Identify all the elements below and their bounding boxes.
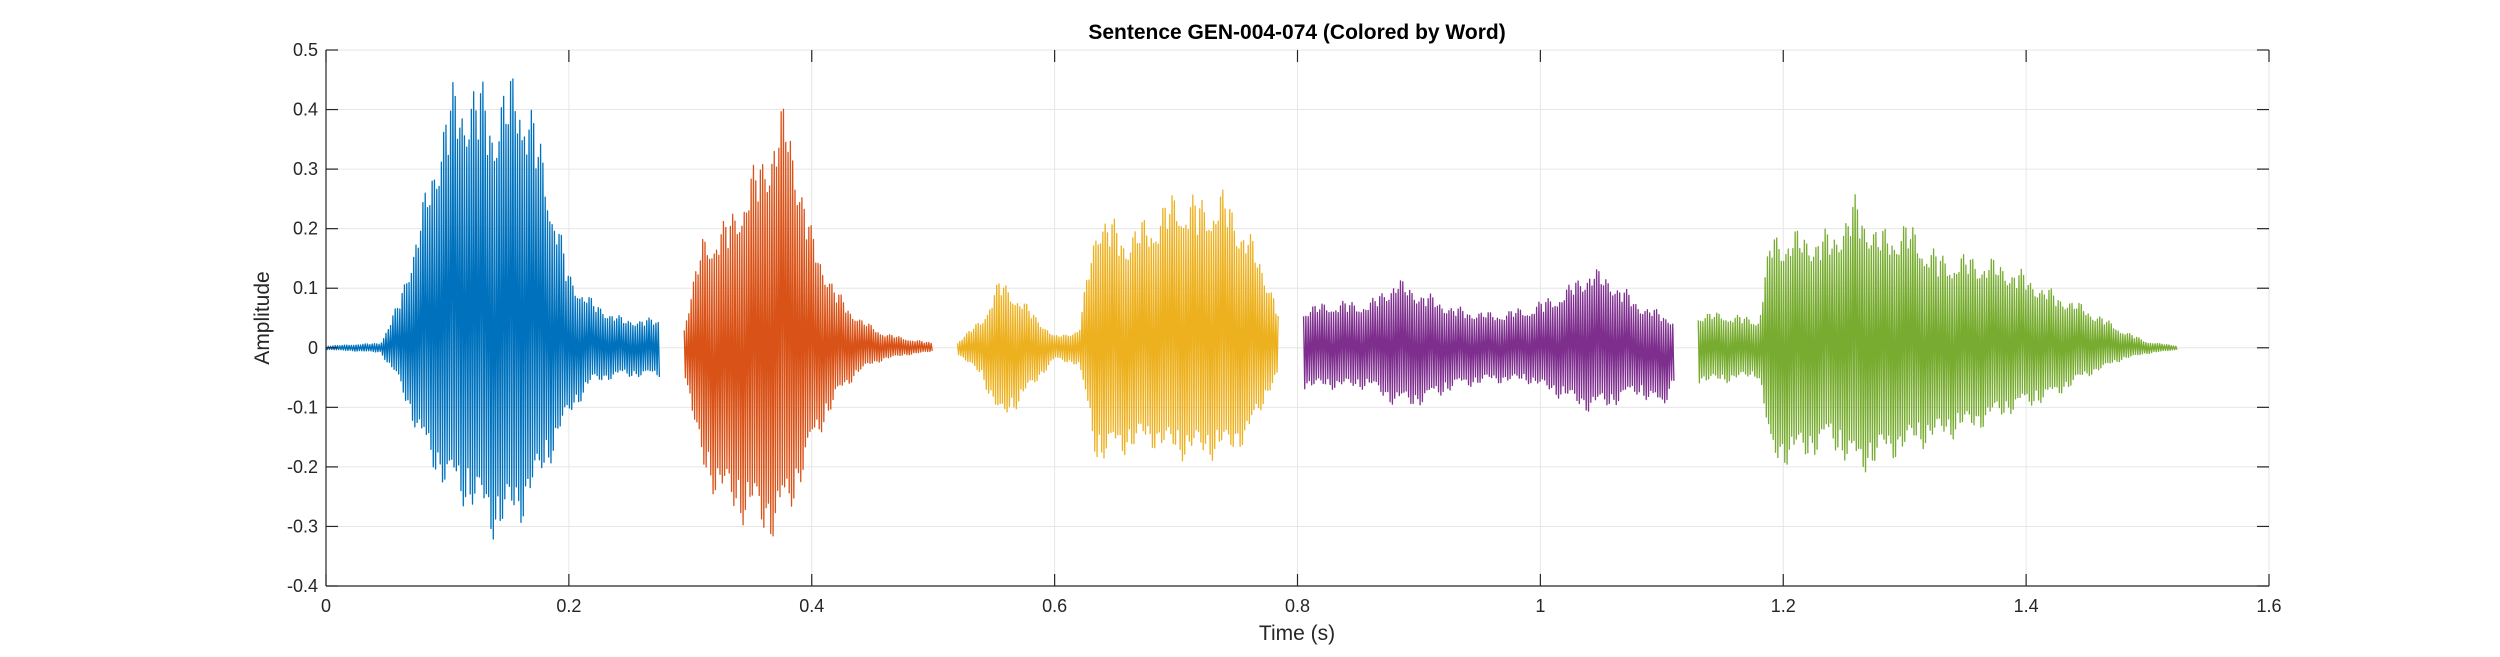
- waveform-series-3: [956, 189, 1279, 462]
- x-tick-label: 0.8: [1285, 596, 1310, 616]
- y-tick-label: 0.2: [293, 219, 318, 239]
- y-tick-label: -0.2: [287, 457, 318, 477]
- axes: [325, 49, 2270, 587]
- x-tick-label: 1.4: [2014, 596, 2039, 616]
- y-tick-label: -0.1: [287, 397, 318, 417]
- y-tick-label: 0.5: [293, 40, 318, 60]
- x-tick-label: 1.2: [1771, 596, 1796, 616]
- y-tick-labels: -0.4 -0.3 -0.2 -0.1 0 0.1 0.2 0.3 0.4 0.5: [287, 40, 318, 596]
- y-tick-label: 0.4: [293, 100, 318, 120]
- series-group: [325, 78, 2178, 540]
- waveform-series-1: [325, 78, 661, 540]
- x-tick-label: 0.4: [799, 596, 824, 616]
- x-tick-label: 1.6: [2256, 596, 2281, 616]
- y-tick-label: -0.4: [287, 576, 318, 596]
- y-tick-label: 0.3: [293, 159, 318, 179]
- waveform-series-5: [1697, 194, 2178, 473]
- chart-title: Sentence GEN-004-074 (Colored by Word): [1088, 21, 1505, 44]
- x-tick-labels: 0 0.2 0.4 0.6 0.8 1 1.2 1.4 1.6: [321, 596, 2282, 616]
- x-tick-label: 0: [321, 596, 331, 616]
- x-axis-label: Time (s): [1259, 622, 1335, 645]
- waveform-series-2: [683, 108, 933, 537]
- y-tick-label: 0.1: [293, 278, 318, 298]
- y-tick-label: -0.3: [287, 516, 318, 536]
- x-tick-label: 1: [1535, 596, 1545, 616]
- x-tick-label: 0.6: [1042, 596, 1067, 616]
- waveform-series-4: [1302, 269, 1675, 412]
- y-axis-label: Amplitude: [251, 271, 274, 364]
- y-tick-label: 0: [308, 338, 318, 358]
- x-tick-label: 0.2: [556, 596, 581, 616]
